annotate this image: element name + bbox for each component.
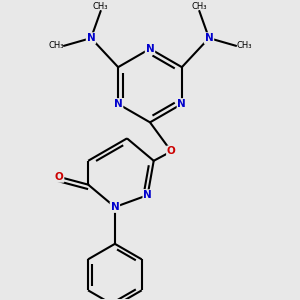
Text: N: N [146, 44, 154, 54]
Text: CH₃: CH₃ [192, 2, 207, 11]
Text: O: O [55, 172, 64, 182]
Text: N: N [110, 202, 119, 212]
Text: N: N [114, 99, 122, 109]
Text: N: N [205, 33, 213, 43]
Text: N: N [143, 190, 152, 200]
Text: N: N [178, 99, 186, 109]
Text: CH₃: CH₃ [48, 41, 64, 50]
Text: CH₃: CH₃ [93, 2, 108, 11]
Text: O: O [167, 146, 176, 156]
Text: CH₃: CH₃ [236, 41, 252, 50]
Text: N: N [87, 33, 95, 43]
